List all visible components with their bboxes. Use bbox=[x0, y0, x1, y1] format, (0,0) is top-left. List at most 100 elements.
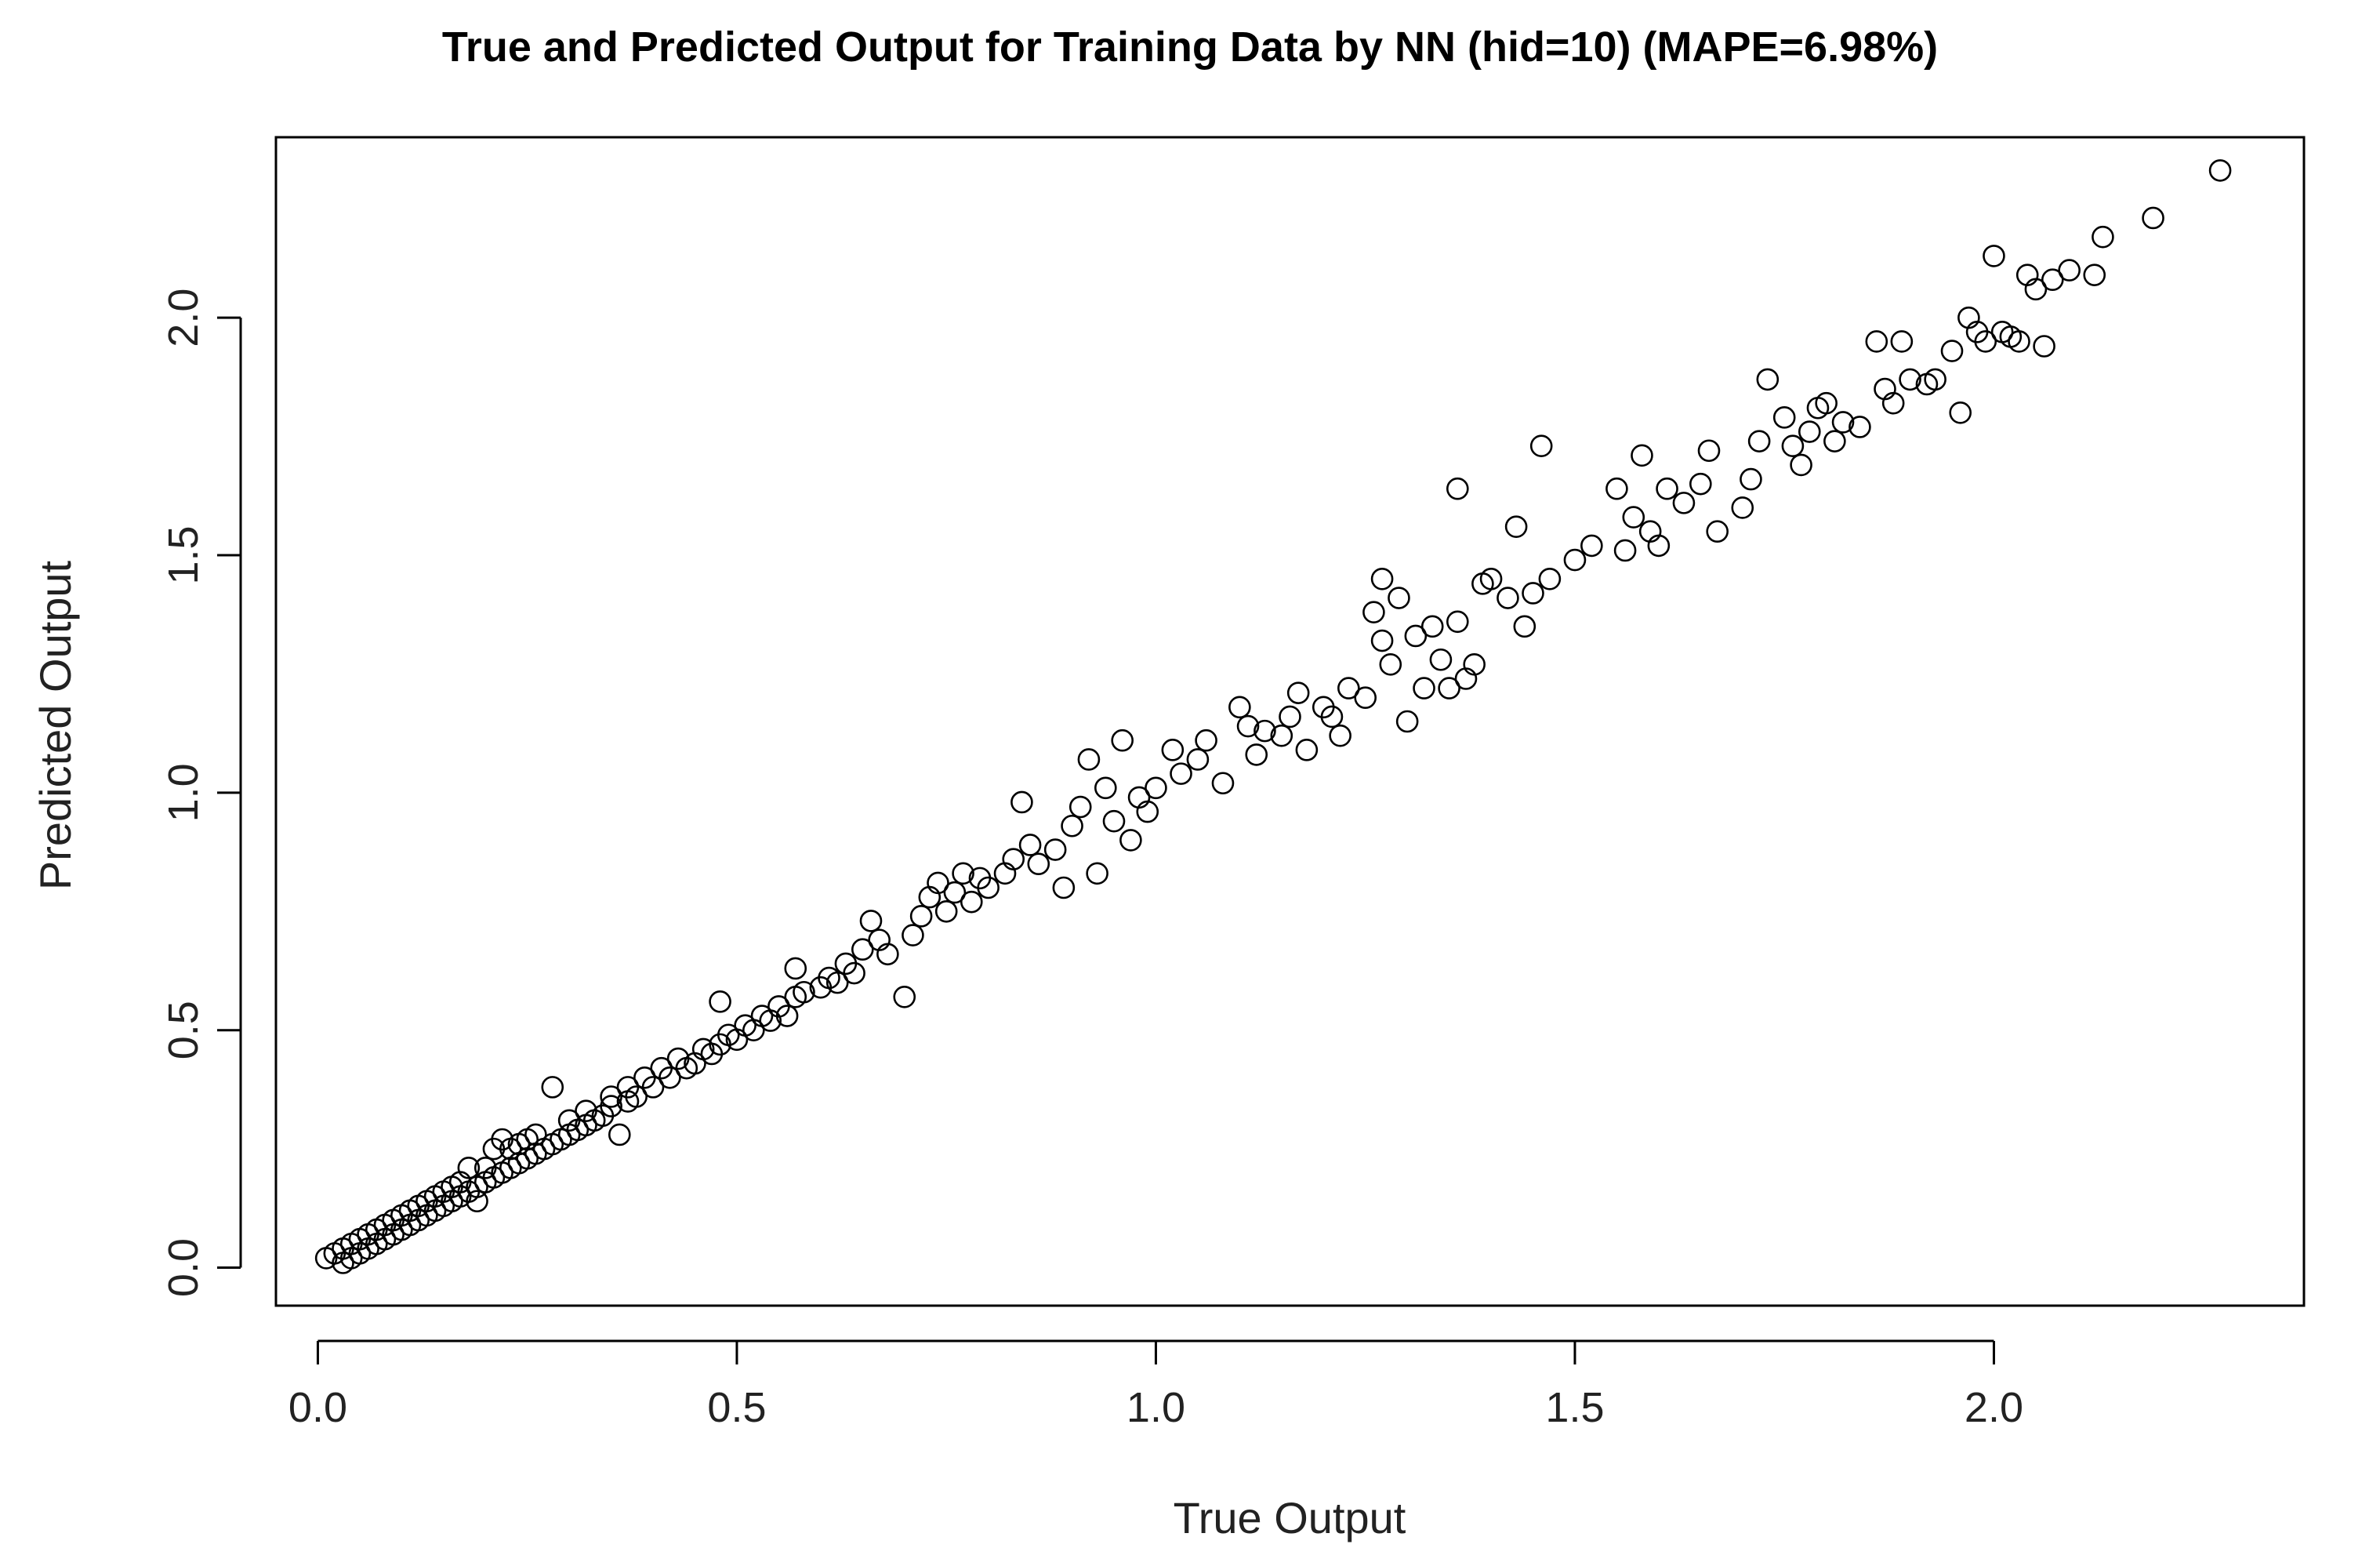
y-axis-label: Predicted Output bbox=[31, 560, 80, 890]
data-point bbox=[1077, 748, 1101, 771]
y-axis: 0.0 0.5 1.0 1.5 2.0 bbox=[160, 289, 242, 1297]
data-point bbox=[600, 1085, 622, 1108]
data-point bbox=[1756, 368, 1780, 391]
data-point bbox=[1018, 834, 1042, 856]
data-point bbox=[1497, 587, 1519, 609]
data-point bbox=[1286, 681, 1310, 704]
data-point bbox=[927, 871, 949, 895]
data-point bbox=[1522, 582, 1544, 605]
data-point bbox=[1370, 567, 1394, 590]
data-point bbox=[2142, 206, 2164, 230]
y-tick-label: 1.0 bbox=[160, 763, 207, 822]
data-point bbox=[1613, 539, 1637, 562]
data-point bbox=[843, 961, 865, 985]
plot-area-frame bbox=[274, 136, 2306, 1307]
data-point bbox=[1831, 411, 1855, 434]
x-tick-label: 1.5 bbox=[1545, 1384, 1604, 1431]
data-point bbox=[1245, 743, 1268, 766]
data-point bbox=[1195, 728, 1217, 752]
data-point bbox=[2208, 159, 2232, 182]
data-point bbox=[851, 938, 874, 961]
data-point bbox=[1362, 601, 1385, 623]
data-point bbox=[1740, 467, 1762, 491]
data-point bbox=[1279, 705, 1301, 728]
data-point bbox=[825, 971, 849, 994]
data-point bbox=[1580, 534, 1603, 558]
data-point bbox=[1186, 748, 1210, 771]
data-point bbox=[1563, 548, 1587, 572]
data-point bbox=[1924, 368, 1946, 391]
data-point bbox=[1790, 453, 1812, 477]
data-point bbox=[1622, 506, 1645, 529]
data-point bbox=[1094, 776, 1117, 800]
data-point bbox=[1379, 653, 1402, 676]
chart-title: True and Predicted Output for Training D… bbox=[442, 24, 1938, 71]
data-point bbox=[784, 957, 807, 980]
data-point bbox=[1823, 430, 1846, 452]
data-point bbox=[466, 1190, 488, 1213]
data-point bbox=[1647, 534, 1671, 558]
data-point bbox=[960, 890, 983, 914]
data-point bbox=[2083, 263, 2106, 286]
data-point bbox=[1111, 728, 1134, 752]
data-point bbox=[1027, 852, 1050, 876]
data-point bbox=[709, 990, 731, 1013]
data-point bbox=[1848, 416, 1871, 438]
data-point bbox=[1429, 648, 1453, 671]
data-point bbox=[793, 980, 815, 1004]
x-tick-label: 0.0 bbox=[288, 1384, 347, 1431]
y-tick-label: 0.0 bbox=[160, 1238, 207, 1297]
x-tick-label: 1.0 bbox=[1127, 1384, 1185, 1431]
data-point bbox=[1815, 391, 1838, 415]
data-point bbox=[1228, 696, 1251, 719]
data-point bbox=[1672, 492, 1696, 514]
data-point bbox=[1689, 472, 1712, 496]
data-point bbox=[1388, 587, 1410, 609]
data-point bbox=[2092, 225, 2114, 249]
data-point bbox=[1529, 434, 1553, 457]
data-point bbox=[1420, 615, 1444, 638]
data-point bbox=[1102, 809, 1126, 833]
data-point bbox=[1949, 401, 1972, 424]
data-point bbox=[1974, 330, 1997, 353]
data-point bbox=[859, 910, 883, 932]
data-point bbox=[943, 881, 967, 904]
data-point bbox=[1295, 739, 1319, 761]
data-point bbox=[1747, 430, 1771, 452]
data-point bbox=[1538, 567, 1562, 590]
x-tick-label: 2.0 bbox=[1965, 1384, 2023, 1431]
data-point bbox=[1337, 677, 1360, 699]
data-point bbox=[1136, 800, 1159, 823]
data-point bbox=[1781, 434, 1805, 457]
data-point bbox=[1463, 653, 1486, 676]
data-point bbox=[1002, 848, 1025, 870]
y-tick-label: 0.5 bbox=[160, 1001, 207, 1059]
data-point bbox=[658, 1066, 681, 1089]
data-point bbox=[1881, 391, 1905, 415]
data-point bbox=[1052, 876, 1076, 899]
data-point bbox=[934, 899, 958, 923]
data-point bbox=[1161, 739, 1185, 761]
data-point bbox=[1329, 724, 1351, 747]
data-point bbox=[1899, 368, 1921, 391]
data-point bbox=[1890, 330, 1914, 353]
data-point bbox=[1145, 776, 1167, 800]
data-point bbox=[1086, 862, 1108, 885]
data-point bbox=[1370, 629, 1394, 652]
data-point bbox=[1354, 686, 1377, 710]
data-point bbox=[1061, 814, 1083, 838]
data-point bbox=[1404, 624, 1428, 648]
data-point bbox=[641, 1076, 665, 1099]
data-point bbox=[1211, 772, 1235, 795]
data-point bbox=[1043, 838, 1067, 861]
data-point bbox=[1170, 762, 1192, 785]
data-point bbox=[775, 1005, 799, 1027]
data-point bbox=[608, 1123, 631, 1146]
data-point bbox=[977, 876, 1000, 899]
data-point bbox=[1772, 406, 1796, 429]
data-point bbox=[1940, 340, 1964, 362]
data-point bbox=[1438, 677, 1460, 699]
data-point bbox=[1479, 567, 1503, 590]
data-point bbox=[541, 1076, 564, 1099]
